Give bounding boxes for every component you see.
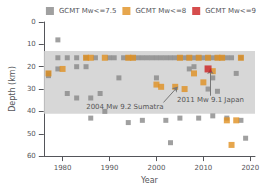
svg-text:GCMT Mw<=9: GCMT Mw<=9	[205, 7, 256, 15]
svg-text:Depth (km): Depth (km)	[8, 66, 17, 112]
svg-text:0: 0	[31, 18, 35, 26]
svg-text:40: 40	[27, 107, 36, 115]
svg-text:2000: 2000	[148, 164, 166, 172]
svg-text:GCMT Mw<=8: GCMT Mw<=8	[135, 7, 186, 15]
svg-text:20: 20	[27, 63, 36, 71]
svg-text:1990: 1990	[101, 164, 119, 172]
svg-text:10: 10	[27, 40, 36, 48]
svg-text:2004 Mw 9.2 Sumatra: 2004 Mw 9.2 Sumatra	[86, 103, 163, 111]
svg-text:GCMT Mw<=7.5: GCMT Mw<=7.5	[59, 7, 116, 15]
svg-text:60: 60	[27, 152, 36, 160]
svg-text:30: 30	[27, 85, 36, 93]
svg-text:1980: 1980	[54, 164, 72, 172]
svg-text:2010: 2010	[194, 164, 212, 172]
svg-text:Year: Year	[140, 176, 159, 185]
svg-text:2011 Mw 9.1 Japan: 2011 Mw 9.1 Japan	[177, 96, 244, 104]
svg-text:50: 50	[27, 130, 36, 138]
svg-text:2020: 2020	[241, 164, 259, 172]
